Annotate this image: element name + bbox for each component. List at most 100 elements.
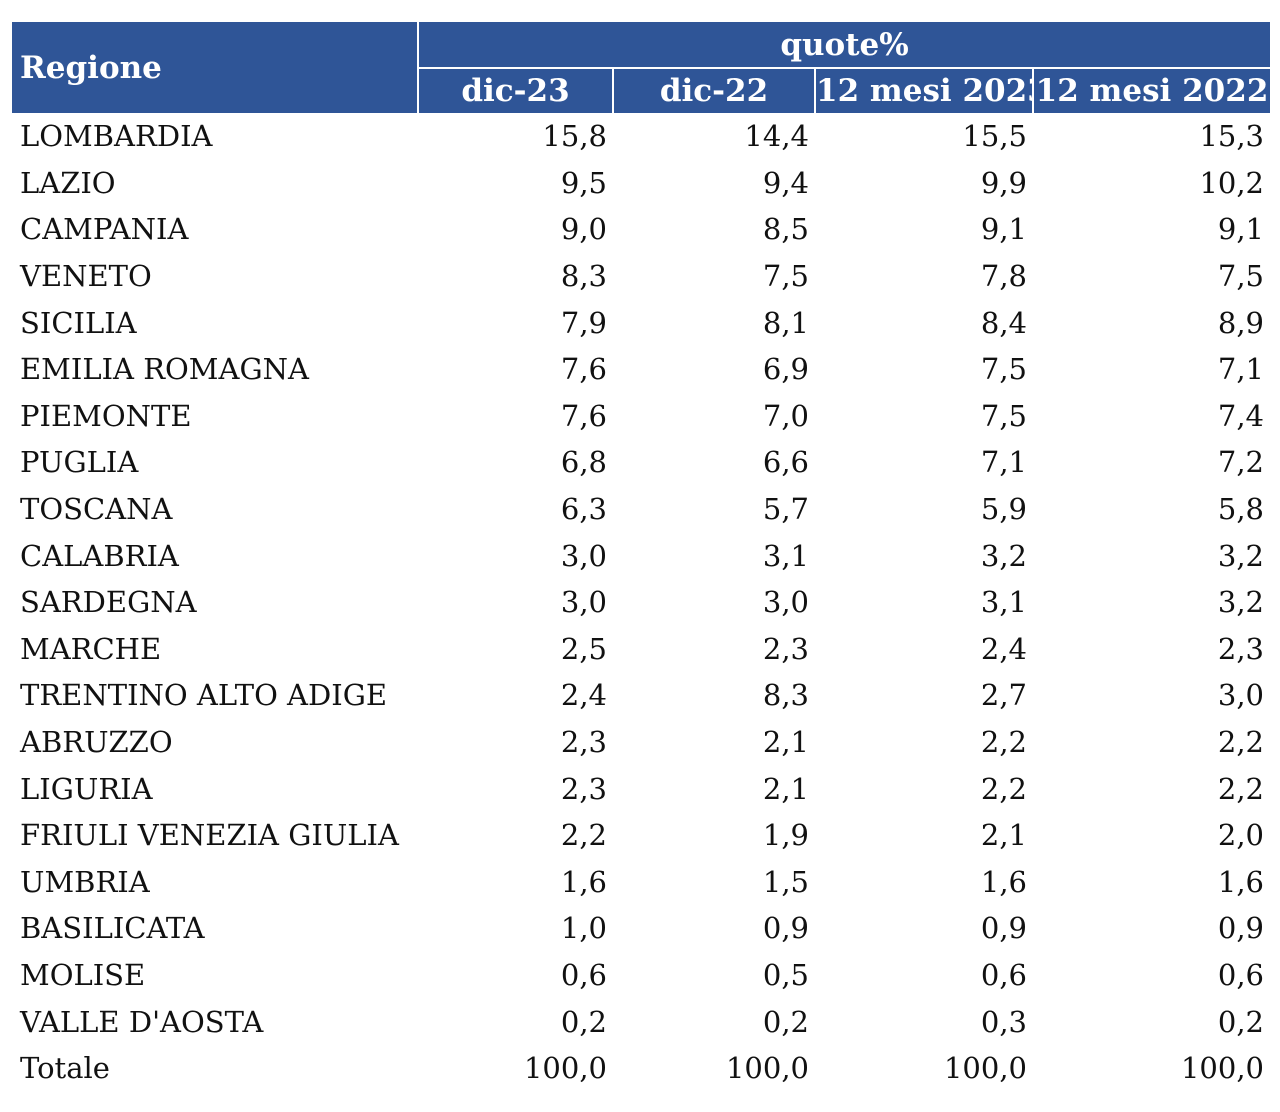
value-cell: 8,9 <box>1217 305 1265 340</box>
value-cell: 2,3 <box>1217 631 1265 666</box>
table-row: UMBRIA 1,6 1,5 1,6 1,6 <box>12 859 1270 906</box>
value-cell: 7,6 <box>560 352 607 387</box>
value-cell: 3,1 <box>980 585 1027 620</box>
value-cell: 2,2 <box>1217 725 1265 760</box>
value-cell: 6,8 <box>560 445 607 480</box>
value-cell: 0,9 <box>980 911 1027 946</box>
value-cell: 8,3 <box>560 259 607 294</box>
value-cell: 7,1 <box>980 445 1027 480</box>
value-cell: 1,6 <box>1217 864 1265 899</box>
value-cell: 3,0 <box>560 585 607 620</box>
table-row: BASILICATA 1,0 0,9 0,9 0,9 <box>12 905 1270 952</box>
value-cell: 7,0 <box>762 398 809 433</box>
value-cell: 7,4 <box>1217 398 1265 433</box>
value-cell: 10,2 <box>1199 165 1265 200</box>
header-row-columns: dic-23 dic-22 12 mesi 2023 12 mesi 2022 <box>12 68 1271 113</box>
value-cell: 9,1 <box>1217 212 1265 247</box>
region-name-cell: TRENTINO ALTO ADIGE <box>20 678 388 713</box>
value-cell: 2,3 <box>762 631 809 666</box>
table-row: LOMBARDIA 15,8 14,4 15,5 15,3 <box>12 113 1270 160</box>
value-cell: 2,3 <box>560 725 607 760</box>
value-cell: 2,5 <box>560 631 607 666</box>
value-cell: 1,0 <box>560 911 607 946</box>
value-cell: 6,9 <box>762 352 809 387</box>
value-cell: 0,2 <box>560 1004 607 1039</box>
value-cell: 7,1 <box>1217 352 1265 387</box>
value-cell: 2,2 <box>980 725 1027 760</box>
value-cell: 2,7 <box>980 678 1027 713</box>
value-cell: 3,2 <box>980 538 1027 573</box>
value-cell: 3,0 <box>1217 678 1265 713</box>
value-cell: 7,9 <box>560 305 607 340</box>
value-cell: 9,1 <box>980 212 1027 247</box>
value-cell: 0,2 <box>1217 1004 1265 1039</box>
value-cell: 2,2 <box>1217 771 1265 806</box>
value-cell: 2,4 <box>980 631 1027 666</box>
table-row: LIGURIA 2,3 2,1 2,2 2,2 <box>12 765 1270 812</box>
value-cell: 3,0 <box>762 585 809 620</box>
table-row: MARCHE 2,5 2,3 2,4 2,3 <box>12 626 1270 673</box>
value-cell: 0,3 <box>980 1004 1027 1039</box>
region-name-cell: ABRUZZO <box>20 725 173 760</box>
value-cell: 1,6 <box>560 864 607 899</box>
value-cell: 6,6 <box>762 445 809 480</box>
value-cell: 100,0 <box>943 1051 1027 1086</box>
value-cell: 1,5 <box>762 864 809 899</box>
table-row: SARDEGNA 3,0 3,0 3,1 3,2 <box>12 579 1270 626</box>
value-cell: 2,2 <box>560 818 607 853</box>
value-cell: 2,3 <box>560 771 607 806</box>
region-name-cell: SARDEGNA <box>20 585 197 620</box>
value-cell: 9,0 <box>560 212 607 247</box>
value-cell: 7,5 <box>762 259 809 294</box>
region-name-cell: VENETO <box>20 259 152 294</box>
column-header-12-mesi-2023: 12 mesi 2023 <box>814 68 1033 113</box>
region-name-cell: FRIULI VENEZIA GIULIA <box>20 818 399 853</box>
value-cell: 7,5 <box>980 398 1027 433</box>
region-share-table: Regione quote% dic-23 dic-22 12 mesi 202… <box>12 22 1271 1091</box>
table-row: ABRUZZO 2,3 2,1 2,2 2,2 <box>12 719 1270 766</box>
value-cell: 15,3 <box>1199 119 1265 154</box>
value-cell: 3,1 <box>762 538 809 573</box>
value-cell: 0,6 <box>980 957 1027 992</box>
region-name-cell: PUGLIA <box>20 445 139 480</box>
table-row: PIEMONTE 7,6 7,0 7,5 7,4 <box>12 393 1270 440</box>
region-name-cell: MARCHE <box>20 631 162 666</box>
region-column-header: Regione <box>12 22 418 113</box>
region-name-cell: EMILIA ROMAGNA <box>20 352 309 387</box>
region-name-cell: CALABRIA <box>20 538 179 573</box>
value-cell: 100,0 <box>725 1051 809 1086</box>
value-cell: 2,0 <box>1217 818 1265 853</box>
region-name-cell: LIGURIA <box>20 771 153 806</box>
value-cell: 7,6 <box>560 398 607 433</box>
value-cell: 2,4 <box>560 678 607 713</box>
table-row: TRENTINO ALTO ADIGE 2,4 8,3 2,7 3,0 <box>12 672 1270 719</box>
region-name-cell: SICILIA <box>20 305 137 340</box>
table-header: Regione quote% dic-23 dic-22 12 mesi 202… <box>12 22 1271 113</box>
value-cell: 9,9 <box>980 165 1027 200</box>
column-header-dic-23: dic-23 <box>417 68 613 113</box>
table-row: VALLE D'AOSTA 0,2 0,2 0,3 0,2 <box>12 998 1270 1045</box>
table-row: SICILIA 7,9 8,1 8,4 8,9 <box>12 299 1270 346</box>
value-cell: 7,5 <box>1217 259 1265 294</box>
value-cell: 8,1 <box>762 305 809 340</box>
value-cell: 5,7 <box>762 492 809 527</box>
column-header-12-mesi-2022: 12 mesi 2022 <box>1031 68 1271 113</box>
value-cell: 0,5 <box>762 957 809 992</box>
region-name-cell: UMBRIA <box>20 864 150 899</box>
table-row: CALABRIA 3,0 3,1 3,2 3,2 <box>12 532 1270 579</box>
column-header-dic-22: dic-22 <box>612 68 815 113</box>
value-cell: 15,5 <box>962 119 1027 154</box>
value-cell: 7,2 <box>1217 445 1265 480</box>
value-cell: 9,5 <box>560 165 607 200</box>
table-row: VENETO 8,3 7,5 7,8 7,5 <box>12 253 1270 300</box>
table-body: LOMBARDIA 15,8 14,4 15,5 15,3 LAZIO 9,5 9,4 9,9 1… <box>12 113 1270 1091</box>
value-cell: 8,3 <box>762 678 809 713</box>
table-row: FRIULI VENEZIA GIULIA 2,2 1,9 2,1 2,0 <box>12 812 1270 859</box>
value-cell: 100,0 <box>523 1051 607 1086</box>
value-cell: 6,3 <box>560 492 607 527</box>
value-cell: 14,4 <box>744 119 809 154</box>
value-cell: 5,9 <box>980 492 1027 527</box>
header-row-group: Regione quote% <box>12 22 1271 113</box>
region-name-cell: LAZIO <box>20 165 116 200</box>
value-cell: 2,1 <box>980 818 1027 853</box>
